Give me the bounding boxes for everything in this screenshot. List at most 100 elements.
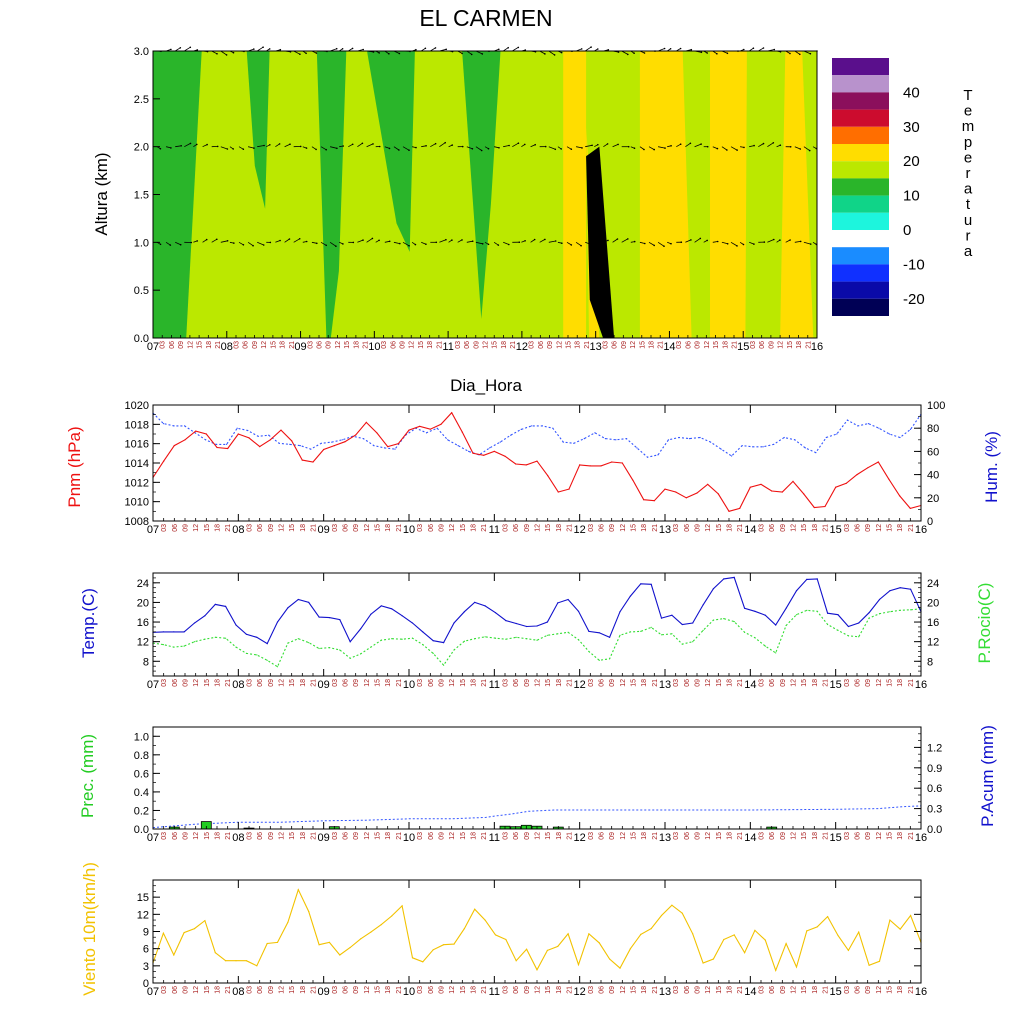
plot-frame	[152, 726, 922, 830]
hour-tick-label: 12	[705, 524, 712, 532]
pressure-line-point	[397, 443, 399, 445]
temperature-line-point	[235, 624, 237, 626]
wind-vector-head	[487, 243, 490, 246]
hour-tick-label: 03	[673, 986, 680, 994]
dewpoint-line-point	[744, 631, 746, 633]
hour-tick-label: 18	[385, 986, 392, 994]
hour-tick-label: 09	[695, 524, 702, 532]
wind-speed-line-point	[723, 938, 725, 941]
day-tick-label: 09	[318, 679, 330, 691]
dewpoint-line-point	[453, 649, 455, 651]
humidity-line-point	[773, 443, 775, 445]
hour-tick-label: 21	[436, 341, 443, 349]
wind-vector-head	[342, 243, 344, 245]
hour-tick-label: 09	[695, 341, 702, 349]
hour-tick-label: 09	[695, 986, 702, 994]
hour-tick-label: 06	[428, 679, 435, 687]
wind-vector	[502, 47, 509, 52]
pressure-line-point	[685, 497, 687, 499]
wind-vector	[576, 146, 583, 149]
wind-vector-head	[305, 240, 308, 243]
wind-speed-line-point	[536, 969, 538, 971]
hour-tick-label: 21	[225, 524, 232, 532]
wind-vector	[803, 241, 811, 245]
y-tick-label: 9	[143, 927, 149, 939]
wind-vector-head	[664, 147, 666, 149]
wind-vector	[330, 146, 337, 149]
wind-vector	[767, 239, 774, 243]
dewpoint-line-point	[411, 637, 414, 639]
dewpoint-line-point	[349, 657, 351, 659]
pressure-line-point	[365, 421, 367, 423]
pressure-line-point	[813, 506, 815, 509]
hour-tick-label: 18	[385, 832, 392, 840]
hour-tick-label: 03	[332, 524, 339, 532]
temperature-line-point	[505, 620, 507, 622]
hour-tick-label: 09	[524, 679, 531, 687]
wind-speed-line-point	[744, 952, 746, 954]
wind-vector	[512, 142, 519, 148]
temperature-line-point	[588, 630, 590, 633]
wind-vector-head	[607, 239, 609, 242]
wind-vector	[639, 146, 645, 150]
temperature-line-point	[546, 621, 549, 623]
hour-tick-label: 15	[545, 679, 552, 687]
hour-tick-label: 12	[535, 986, 542, 994]
pressure-line-point	[792, 480, 794, 482]
hour-tick-label: 21	[567, 524, 574, 532]
temperature-line-point	[899, 587, 901, 589]
wind-vector-head	[544, 145, 547, 148]
hour-tick-label: 06	[172, 986, 179, 994]
humidity-line-point	[857, 425, 859, 427]
hour-tick-label: 06	[599, 524, 606, 532]
humidity-line-point	[520, 428, 522, 430]
wind-vector-head	[716, 240, 719, 243]
wind-vector-head	[471, 240, 474, 242]
hour-tick-label: 09	[865, 986, 872, 994]
wind-vector	[539, 239, 546, 243]
hour-tick-label: 18	[300, 832, 307, 840]
wind-vector-head	[425, 243, 427, 245]
pressure-line-point	[259, 446, 261, 448]
wind-vector	[357, 239, 364, 243]
dewpoint-line-point	[681, 643, 683, 645]
wind-vector-head	[299, 53, 301, 55]
humidity-line-point	[657, 454, 659, 456]
pressure-line-point	[376, 432, 378, 434]
wind-vector-head	[799, 148, 802, 150]
wind-vector-head	[742, 243, 745, 246]
day-tick-label: 14	[663, 341, 675, 353]
dewpoint-line-point	[650, 626, 652, 629]
colorbar-label: 10	[903, 188, 920, 205]
hour-tick-label: 21	[584, 341, 591, 349]
hour-tick-label: 03	[588, 679, 595, 687]
dewpoint-line-point	[827, 623, 829, 626]
hour-tick-label: 15	[716, 524, 723, 532]
dewpoint-line-point	[204, 638, 206, 640]
hour-tick-label: 09	[780, 524, 787, 532]
wind-vector-head	[336, 147, 338, 150]
hour-tick-label: 18	[471, 832, 478, 840]
hour-tick-label: 21	[908, 832, 915, 840]
wind-vector-head	[325, 244, 328, 247]
hour-tick-label: 09	[326, 341, 333, 349]
humidity-line-point	[636, 447, 638, 449]
temperature-line-point	[878, 598, 881, 601]
wind-vector	[166, 146, 171, 149]
pressure-line-point	[280, 429, 282, 431]
hour-tick-label: 06	[684, 679, 691, 687]
wind-vector	[658, 146, 666, 149]
pressure-line-point	[707, 483, 709, 485]
y-tick-label: 1018	[125, 419, 149, 431]
day-tick-label: 13	[659, 832, 671, 844]
pressure-line-point	[888, 478, 890, 480]
wind-vector-head	[508, 144, 510, 147]
wind-speed-line-point	[453, 943, 455, 945]
dewpoint-y-axis-label: P.Rocio(C)	[975, 583, 994, 664]
hour-tick-label: 06	[855, 679, 862, 687]
day-tick-label: 16	[915, 832, 927, 844]
humidity-line-point	[762, 446, 764, 448]
y-tick-label: 2.0	[134, 142, 149, 154]
wind-vector	[785, 239, 791, 243]
